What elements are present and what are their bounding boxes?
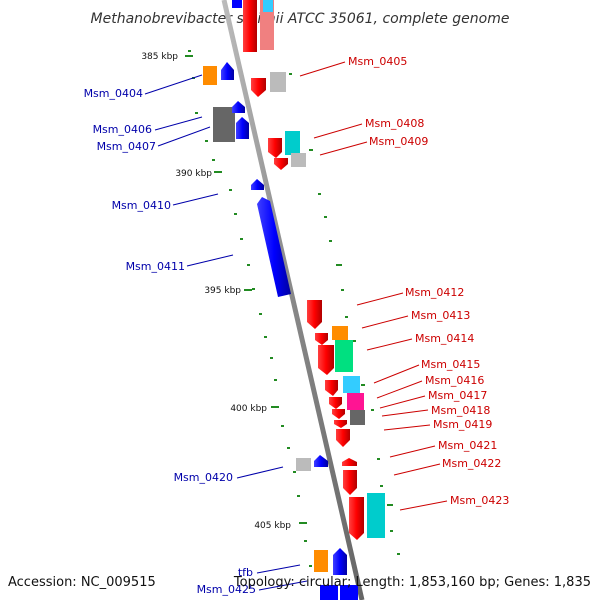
label-msm-0407[interactable]: Msm_0407: [97, 140, 156, 153]
label-msm-0422[interactable]: Msm_0422: [442, 457, 501, 470]
tick-label-385: 385 kbp: [141, 52, 178, 62]
map-title: Methanobrevibacter smithii ATCC 35061, c…: [91, 11, 510, 27]
label-msm-0410[interactable]: Msm_0410: [112, 199, 171, 212]
genome-summary-text: Topology: circular; Length: 1,853,160 bp…: [233, 575, 591, 590]
genome-backbone: [221, 0, 365, 600]
label-msm-0416[interactable]: Msm_0416: [425, 374, 484, 387]
forward-gene-labels: [299, 61, 448, 511]
label-msm-0418[interactable]: Msm_0418: [431, 404, 490, 417]
label-msm-0415[interactable]: Msm_0415: [421, 358, 480, 371]
label-msm-0417[interactable]: Msm_0417: [428, 389, 487, 402]
reverse-gene-labels: [144, 74, 308, 591]
tick-label-400: 400 kbp: [230, 404, 267, 414]
label-msm-0408[interactable]: Msm_0408: [365, 117, 424, 130]
tick-label-405: 405 kbp: [254, 521, 291, 531]
label-msm-0406[interactable]: Msm_0406: [93, 123, 152, 136]
accession-text: Accession: NC_009515: [8, 575, 156, 590]
label-msm-0409[interactable]: Msm_0409: [369, 135, 428, 148]
label-msm-0423[interactable]: Msm_0423: [450, 494, 509, 507]
label-msm-0405[interactable]: Msm_0405: [348, 55, 407, 68]
tick-label-395: 395 kbp: [204, 286, 241, 296]
label-msm-0425[interactable]: Msm_0425: [197, 583, 256, 596]
forward-strand-features: [243, 0, 385, 540]
label-msm-0421[interactable]: Msm_0421: [438, 439, 497, 452]
tick-label-390: 390 kbp: [175, 169, 212, 179]
reverse-strand-features: [203, 0, 358, 600]
label-msm-0413[interactable]: Msm_0413: [411, 309, 470, 322]
scale-ticks: 385 kbp 390 kbp 395 kbp 400 kbp 405 kbp: [141, 52, 307, 531]
label-msm-0404[interactable]: Msm_0404: [84, 87, 143, 100]
label-msm-0419[interactable]: Msm_0419: [433, 418, 492, 431]
label-msm-0420[interactable]: Msm_0420: [174, 471, 233, 484]
label-msm-0414[interactable]: Msm_0414: [415, 332, 474, 345]
gc-dots: [188, 50, 400, 567]
label-tfb[interactable]: tfb: [238, 566, 253, 579]
label-msm-0411[interactable]: Msm_0411: [126, 260, 185, 273]
label-msm-0412[interactable]: Msm_0412: [405, 286, 464, 299]
